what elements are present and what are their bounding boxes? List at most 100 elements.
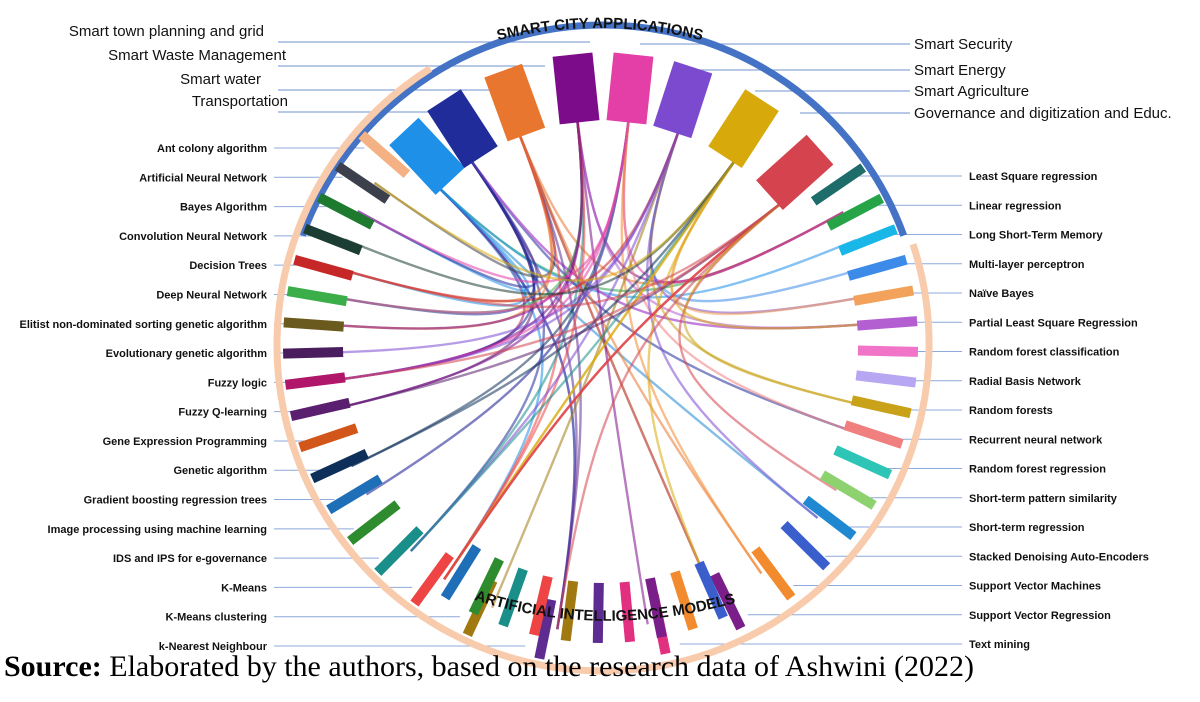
bottom-stub-6	[592, 582, 604, 644]
model-block-short-term-regression	[802, 495, 857, 541]
app-block-3	[484, 63, 546, 142]
model-block-support-vector-machines	[751, 546, 796, 601]
model-label-text-mining: Text mining	[969, 639, 1030, 651]
model-label-k-nearest-neighbour: k-Nearest Neighbour	[159, 641, 268, 653]
model-label-linear-regression: Linear regression	[969, 200, 1062, 212]
source-caption: Source: Elaborated by the authors, based…	[4, 650, 1194, 694]
models-arc-left	[273, 65, 615, 675]
bottom-stub-1	[440, 544, 482, 601]
node-labels: Ant colony algorithm Artificial Neural Ne…	[19, 23, 1171, 653]
app-label-governance-and-digitization-and-educ: Governance and digitization and Educ.	[914, 105, 1172, 122]
model-label-random-forests: Random forests	[969, 405, 1053, 417]
app-block-7	[708, 89, 779, 169]
model-label-random-forest-classification: Random forest classification	[969, 347, 1120, 359]
model-block-support-vector-regression	[710, 572, 746, 631]
model-label-multi-layer-perceptron: Multi-layer perceptron	[969, 259, 1085, 271]
model-label-convolution-neural-network: Convolution Neural Network	[119, 231, 268, 243]
model-block-elitist-non-dominated-sorting-genetic-algorithm	[283, 317, 345, 332]
model-block-random-forest-classification	[857, 345, 919, 357]
model-label-genetic-algorithm: Genetic algorithm	[173, 465, 267, 477]
model-label-na-ve-bayes: Naïve Bayes	[969, 288, 1034, 300]
bottom-stub-3	[498, 567, 528, 628]
chord-5-8	[620, 108, 763, 575]
model-label-support-vector-machines: Support Vector Machines	[969, 581, 1101, 593]
model-block-fuzzy-q-learning	[289, 397, 351, 421]
chord-8-3	[678, 191, 837, 492]
chord-7-7	[647, 147, 745, 602]
chord-8-8	[683, 191, 870, 408]
model-label-decision-trees: Decision Trees	[189, 260, 267, 272]
model-label-support-vector-regression: Support Vector Regression	[969, 610, 1111, 622]
chord-4-7	[574, 108, 649, 625]
model-block-gradient-boosting-regression-trees	[326, 474, 383, 515]
model-block-k-means	[410, 552, 454, 607]
chord-ribbons	[325, 108, 876, 630]
model-label-short-term-regression: Short-term regression	[969, 522, 1085, 534]
source-text: Elaborated by the authors, based on the …	[101, 650, 974, 683]
model-block-ids-and-ips-for-e-governance	[374, 526, 424, 576]
model-block-convolution-neural-network	[303, 223, 363, 256]
model-label-evolutionary-genetic-algorithm: Evolutionary genetic algorithm	[106, 348, 268, 360]
source-prefix: Source:	[4, 650, 102, 683]
bottom-stub-7	[619, 581, 635, 643]
model-label-fuzzy-logic: Fuzzy logic	[208, 377, 267, 389]
chord-1-9	[426, 175, 857, 299]
model-block-random-forest-regression	[833, 445, 893, 480]
model-label-partial-least-square-regression: Partial Least Square Regression	[969, 317, 1138, 329]
model-label-stacked-denoising-auto-encoders: Stacked Denoising Auto-Encoders	[969, 551, 1149, 563]
model-block-artificial-neural-network	[334, 161, 391, 204]
smart-city-applications-label: SMART CITY APPLICATIONS	[495, 15, 705, 44]
model-block-ant-colony-algorithm	[358, 131, 411, 179]
applications-arc	[299, 21, 907, 237]
model-block-evolutionary-genetic-algorithm	[282, 346, 344, 359]
bottom-stub-5	[560, 580, 579, 642]
model-block-gene-expression-programming	[298, 423, 359, 453]
model-label-short-term-pattern-similarity: Short-term pattern similarity	[969, 493, 1118, 505]
model-label-least-square-regression: Least Square regression	[969, 171, 1098, 183]
model-label-bayes-algorithm: Bayes Algorithm	[180, 202, 267, 214]
chord-6-6	[649, 119, 870, 408]
chord-7-3	[373, 147, 745, 282]
model-block-stacked-denoising-auto-encoders	[780, 521, 831, 571]
models-arc-right	[591, 243, 933, 675]
model-label-deep-neural-network: Deep Neural Network	[156, 289, 268, 301]
app-block-4	[552, 52, 600, 125]
app-label-smart-town-planning-and-grid: Smart town planning and grid	[69, 23, 264, 40]
app-label-smart-waste-management: Smart Waste Management	[108, 47, 287, 64]
model-block-deep-neural-network	[286, 286, 348, 307]
app-block-2	[427, 89, 498, 169]
app-block-1	[389, 117, 465, 195]
model-block-multi-layer-perceptron	[847, 254, 908, 281]
model-block-decision-trees	[293, 255, 354, 281]
node-blocks	[282, 52, 919, 660]
model-label-radial-basis-network: Radial Basis Network	[969, 376, 1082, 388]
model-block-random-forests	[850, 395, 912, 419]
model-block-linear-regression	[826, 193, 885, 231]
model-block-genetic-algorithm	[310, 448, 369, 484]
app-label-smart-agriculture: Smart Agriculture	[914, 83, 1029, 100]
model-label-random-forest-regression: Random forest regression	[969, 464, 1106, 476]
chord-3-9	[513, 122, 717, 602]
app-block-8	[756, 134, 834, 210]
model-block-bayes-algorithm	[316, 192, 375, 230]
model-block-least-square-regression	[810, 163, 867, 206]
chord-8-5	[443, 191, 796, 581]
app-label-transportation: Transportation	[192, 93, 288, 110]
model-label-image-processing-using-machine-learning: Image processing using machine learning	[48, 524, 267, 536]
model-label-recurrent-neural-network: Recurrent neural network	[969, 434, 1103, 446]
app-label-smart-water: Smart water	[180, 71, 261, 88]
model-block-short-term-pattern-similarity	[819, 470, 877, 510]
model-block-fuzzy-logic	[284, 372, 346, 390]
model-block-na-ve-bayes	[853, 285, 915, 306]
app-block-6	[653, 61, 713, 139]
model-label-long-short-term-memory: Long Short-Term Memory	[969, 230, 1104, 242]
model-label-elitist-non-dominated-sorting-genetic-algorithm: Elitist non-dominated sorting genetic al…	[19, 319, 267, 331]
chord-6-5	[410, 119, 684, 552]
model-label-gene-expression-programming: Gene Expression Programming	[103, 436, 267, 448]
bottom-stub-9	[670, 570, 698, 631]
chord-8-9	[335, 191, 796, 309]
model-label-fuzzy-q-learning: Fuzzy Q-learning	[178, 407, 267, 419]
model-block-long-short-term-memory	[838, 224, 898, 256]
chord-1-8	[426, 175, 819, 519]
